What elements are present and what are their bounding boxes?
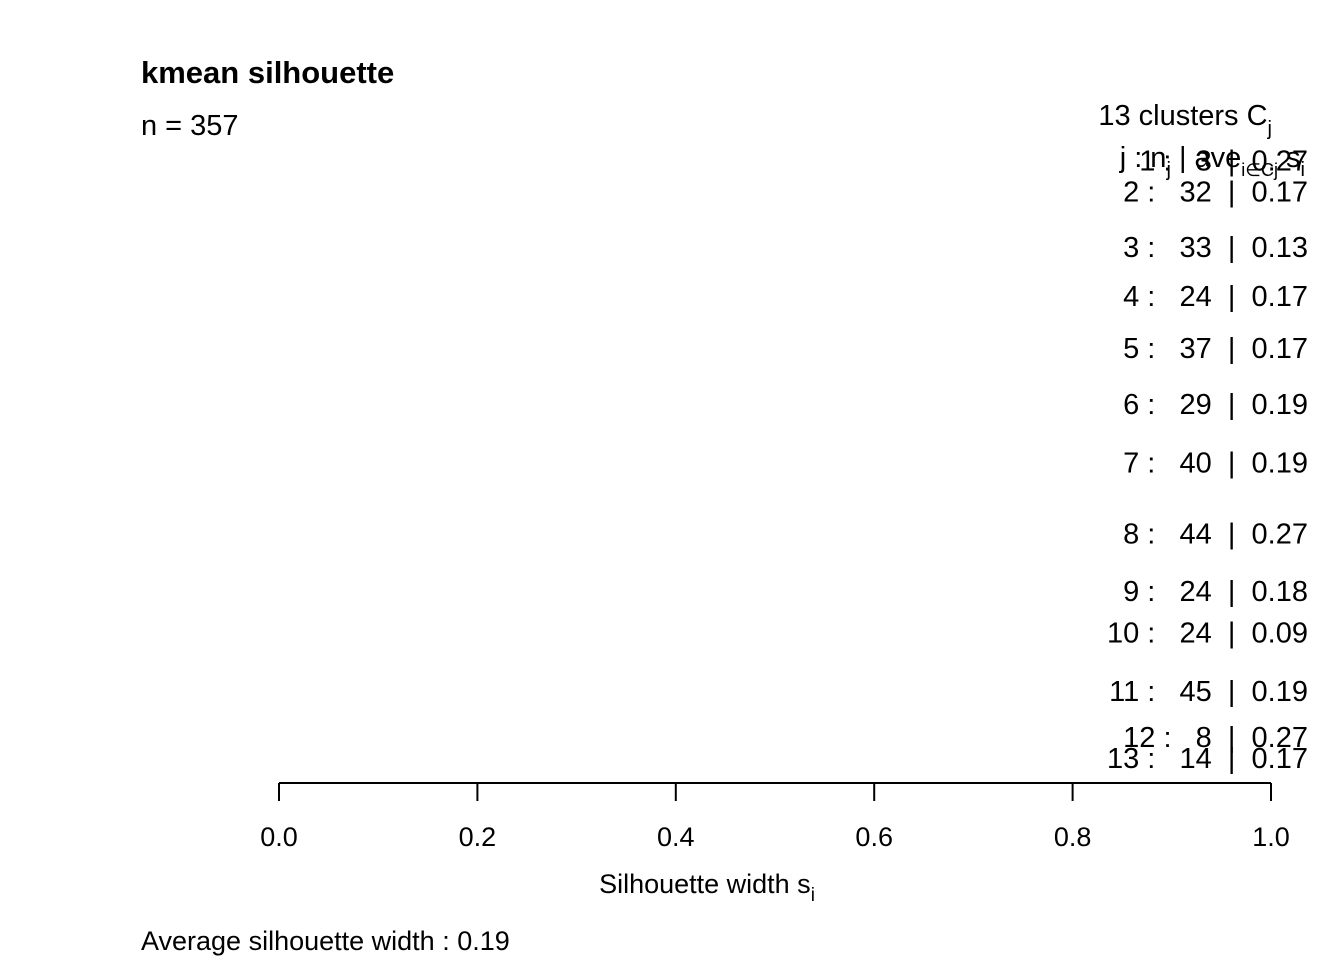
legend-header: 13 clusters Cj j : nj | avei∈Cj si [1098,100,1305,181]
legend-column-ave: | ave [1171,142,1241,174]
cluster-label-5: 5 : 37 | 0.17 [1123,333,1308,365]
legend-cluster-count: 13 clusters Cj [1098,100,1272,140]
x-axis-label: Silhouette width si [599,869,815,906]
cluster-label-10: 10 : 24 | 0.09 [1107,618,1308,650]
cluster-label-11: 11 : 45 | 0.19 [1109,676,1308,708]
cluster-label-12: 12 : 8 | 0.27 [1123,722,1308,754]
legend-column-n-subscript: j [1165,159,1170,181]
cluster-label-9: 9 : 24 | 0.18 [1123,576,1308,608]
x-axis-label-text: Silhouette width s [599,869,811,899]
legend-cluster-count-text: 13 clusters C [1098,100,1267,132]
cluster-label-3: 3 : 33 | 0.13 [1123,232,1308,264]
cluster-labels: 1 : 3 | 0.272 : 32 | 0.17 3 : 33 | 0.13 4 … [1107,145,1308,774]
cluster-label-13: 13 : 14 | 0.17 [1107,743,1308,775]
legend-cluster-count-subscript: j [1267,118,1272,140]
x-axis: 0.0 0.2 0.4 0.6 0.8 1.0 [260,782,1290,852]
legend-column-s: s [1278,142,1301,174]
cluster-label-2: 2 : 32 | 0.17 [1123,177,1308,209]
legend-column-ave-subscript: i∈Cj [1241,160,1278,180]
x-tick-label: 0.2 [459,822,497,852]
x-tick-label: 0.4 [657,822,695,852]
cluster-label-8: 8 : 44 | 0.27 [1123,518,1308,550]
legend-column-header: j : nj | avei∈Cj si [1119,142,1305,181]
legend-column-s-subscript: i [1301,159,1305,181]
average-silhouette-width: Average silhouette width : 0.19 [141,926,510,956]
cluster-label-4: 4 : 24 | 0.17 [1123,281,1308,313]
chart-title: kmean silhouette [141,55,394,90]
cluster-label-6: 6 : 29 | 0.19 [1123,389,1308,421]
x-tick-label: 1.0 [1252,822,1290,852]
x-tick-label: 0.8 [1054,822,1092,852]
chart-subtitle: n = 357 [141,110,239,142]
legend-column-n: j : n [1119,142,1167,174]
x-tick-label: 0.0 [260,822,298,852]
cluster-label-1: 1 : 3 | 0.27 [1139,145,1308,177]
x-tick-label: 0.6 [855,822,893,852]
x-axis-label-subscript: i [811,885,815,906]
cluster-label-7: 7 : 40 | 0.19 [1123,448,1308,480]
